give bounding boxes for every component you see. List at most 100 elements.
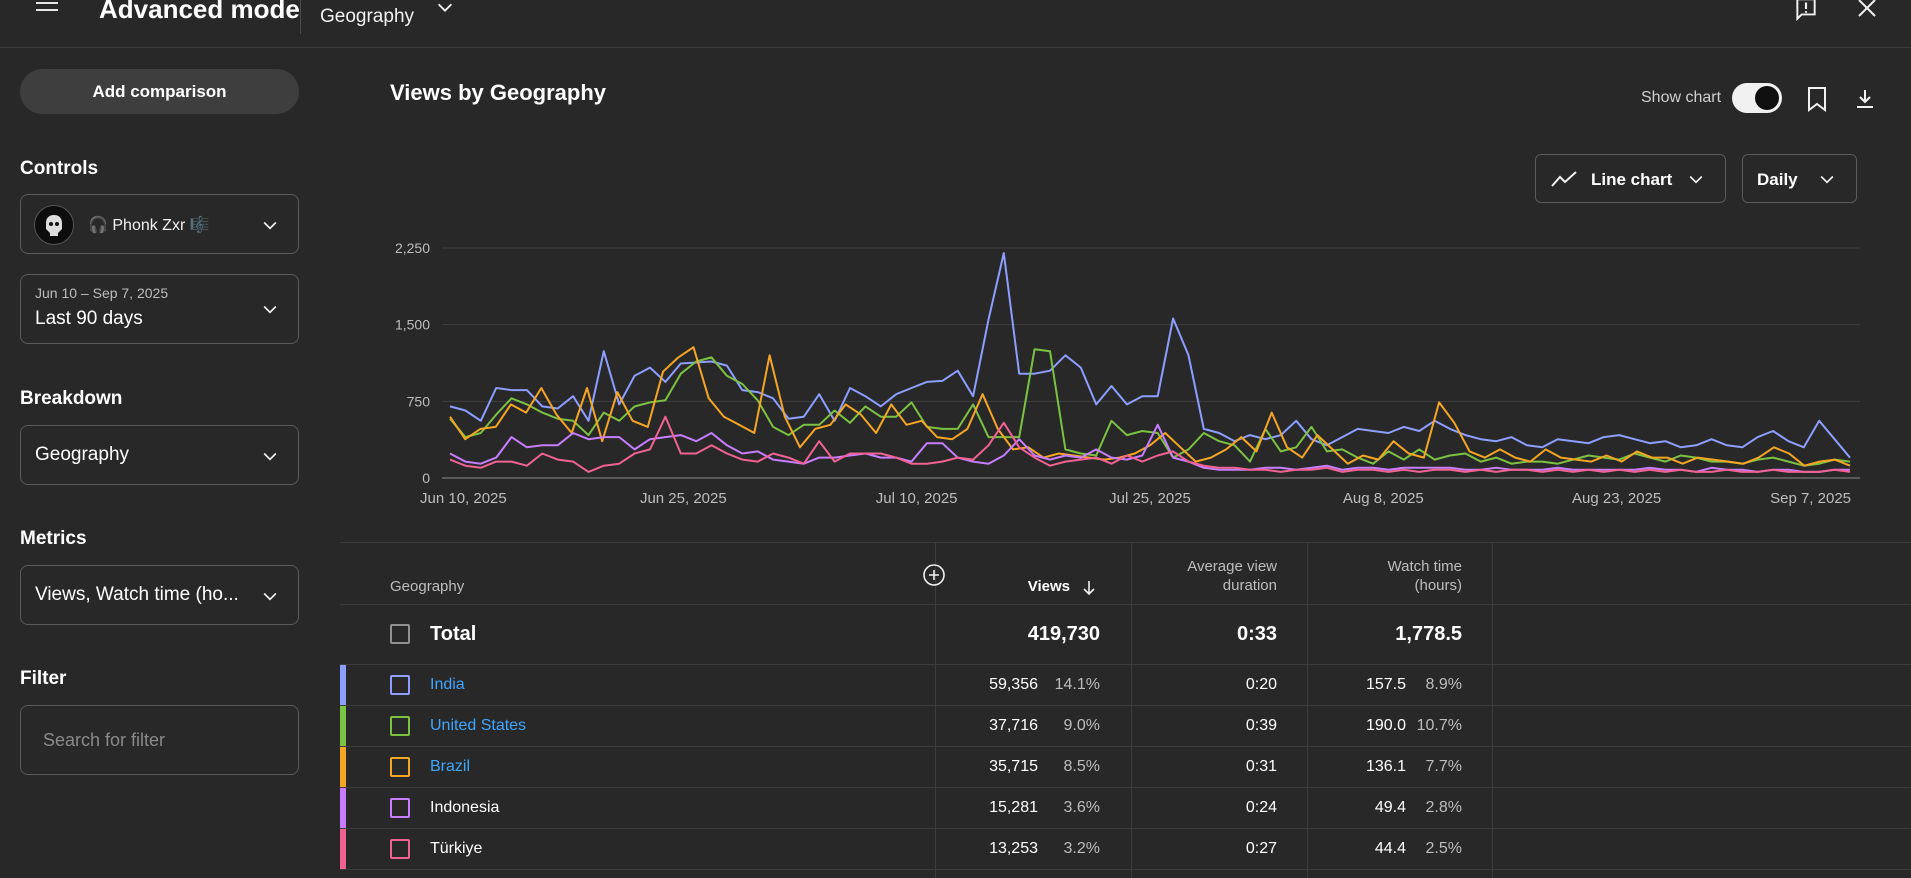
series-color-stripe — [340, 665, 346, 705]
views-value: 59,356 — [989, 676, 1038, 693]
row-divider — [340, 828, 1911, 829]
row-checkbox[interactable] — [390, 839, 410, 859]
add-comparison-button[interactable]: Add comparison — [20, 69, 299, 114]
views-percent: 3.6% — [1063, 799, 1100, 816]
channel-select[interactable]: 🎧 Phonk Zxr 🎼 — [20, 194, 299, 254]
show-chart-toggle[interactable] — [1732, 83, 1782, 113]
sidebar: Add comparison Controls 🎧 Phonk Zxr 🎼 Ju… — [0, 48, 320, 877]
menu-icon[interactable] — [36, 2, 58, 16]
avg-view-duration-value: 0:31 — [1245, 758, 1277, 775]
interval-select[interactable]: Daily — [1742, 154, 1857, 203]
row-checkbox[interactable] — [390, 798, 410, 818]
avg-view-duration-column-header[interactable]: Average view duration — [1140, 557, 1277, 595]
chevron-down-icon — [1689, 175, 1703, 184]
views-value: 15,281 — [989, 799, 1038, 816]
top-bar: Advanced mode Geography — [0, 0, 1911, 48]
breakdown-select[interactable]: Geography — [20, 425, 299, 485]
watch-time-value: 157.5 — [1365, 676, 1406, 693]
geography-name[interactable]: Brazil — [430, 758, 471, 775]
channel-name: 🎧 Phonk Zxr 🎼 — [88, 217, 210, 234]
row-checkbox[interactable] — [390, 757, 410, 777]
x-tick-label: Sep 7, 2025 — [1770, 490, 1851, 507]
y-tick-label: 2,250 — [395, 240, 430, 256]
avg-view-duration-header-line1: Average view — [1187, 558, 1277, 575]
row-checkbox[interactable] — [390, 716, 410, 736]
date-range-text: Jun 10 – Sep 7, 2025 — [35, 285, 169, 301]
breakdown-label: Breakdown — [20, 388, 123, 409]
row-checkbox[interactable] — [390, 675, 410, 695]
controls-label: Controls — [20, 158, 99, 179]
series-line-india[interactable] — [449, 252, 1851, 459]
y-tick-label: 750 — [407, 393, 431, 409]
close-icon[interactable] — [1855, 0, 1879, 20]
chevron-down-icon — [263, 221, 277, 230]
total-checkbox[interactable] — [390, 624, 410, 644]
views-percent: 3.2% — [1063, 840, 1100, 857]
report-select[interactable]: Geography — [320, 6, 415, 27]
total-row: Total 419,730 0:33 1,778.5 — [340, 605, 1911, 664]
geography-column-header: Geography — [390, 578, 465, 595]
filter-placeholder: Search for filter — [43, 730, 166, 750]
table-row[interactable]: United States 37,716 9.0% 0:39 190.0 10.7% — [340, 706, 1911, 746]
x-tick-label: Aug 23, 2025 — [1572, 490, 1661, 507]
row-divider — [340, 869, 1911, 870]
watch-time-header-line1: Watch time — [1387, 558, 1462, 575]
views-percent: 8.5% — [1063, 758, 1100, 775]
table-row[interactable]: Türkiye 13,253 3.2% 0:27 44.4 2.5% — [340, 829, 1911, 869]
metrics-select[interactable]: Views, Watch time (ho... — [20, 565, 299, 625]
feedback-icon[interactable] — [1793, 0, 1819, 22]
avg-view-duration-value: 0:24 — [1245, 799, 1277, 816]
date-preset-text: Last 90 days — [35, 308, 143, 329]
row-divider — [340, 664, 1911, 665]
chevron-down-icon — [1820, 175, 1834, 184]
table-row[interactable]: Indonesia 15,281 3.6% 0:24 49.4 2.8% — [340, 788, 1911, 828]
chevron-down-icon — [263, 452, 277, 461]
column-divider — [935, 543, 936, 878]
avg-view-duration-header-line2: duration — [1222, 577, 1277, 594]
watch-time-value: 44.4 — [1374, 840, 1406, 857]
series-line-brazil[interactable] — [449, 346, 1851, 467]
x-tick-label: Jun 10, 2025 — [420, 490, 507, 507]
chevron-down-icon[interactable] — [434, 0, 456, 18]
series-color-stripe — [340, 706, 346, 746]
column-divider — [1307, 543, 1308, 878]
date-range-select[interactable]: Jun 10 – Sep 7, 2025 Last 90 days — [20, 274, 299, 344]
x-tick-label: Aug 8, 2025 — [1343, 490, 1424, 507]
chevron-down-icon — [263, 305, 277, 314]
download-icon[interactable] — [1854, 88, 1876, 110]
show-chart-label: Show chart — [1641, 89, 1722, 106]
toggle-knob — [1755, 86, 1779, 110]
sort-arrow-down-icon[interactable] — [1082, 580, 1096, 596]
table-row[interactable]: India 59,356 14.1% 0:20 157.5 8.9% — [340, 665, 1911, 705]
views-percent: 14.1% — [1054, 676, 1100, 693]
row-divider — [340, 705, 1911, 706]
avg-view-duration-value: 0:20 — [1245, 676, 1277, 693]
data-table: Geography Views Average view duration Wa… — [340, 542, 1911, 878]
line-chart[interactable]: 2,250 1,500 750 0 Jun 10, 2025 Jun 25, 2025 Ju… — [370, 230, 1870, 520]
series-color-stripe — [340, 788, 346, 828]
views-column-header[interactable]: Views — [1027, 578, 1070, 595]
series-line-united-states[interactable] — [449, 348, 1851, 467]
watch-time-percent: 8.9% — [1425, 676, 1462, 693]
watch-time-percent: 7.7% — [1425, 758, 1462, 775]
y-tick-label: 0 — [422, 470, 430, 486]
filter-input[interactable]: Search for filter — [20, 705, 299, 775]
avg-view-duration-value: 0:27 — [1245, 840, 1277, 857]
geography-name[interactable]: India — [430, 676, 465, 693]
geography-name: Türkiye — [430, 840, 483, 857]
chevron-down-icon — [263, 592, 277, 601]
chart-type-select[interactable]: Line chart — [1535, 154, 1726, 203]
table-row[interactable]: Brazil 35,715 8.5% 0:31 136.1 7.7% — [340, 747, 1911, 787]
watch-time-percent: 2.5% — [1425, 840, 1462, 857]
geography-name[interactable]: United States — [430, 717, 527, 734]
x-tick-label: Jul 25, 2025 — [1109, 490, 1191, 507]
avatar — [34, 205, 74, 245]
row-divider — [340, 746, 1911, 747]
watch-time-value: 49.4 — [1374, 799, 1406, 816]
views-value: 37,716 — [989, 717, 1038, 734]
series-line-türkiye[interactable] — [449, 415, 1851, 473]
watch-time-column-header[interactable]: Watch time (hours) — [1320, 557, 1462, 595]
add-column-icon[interactable] — [922, 563, 946, 587]
bookmark-icon[interactable] — [1806, 86, 1828, 112]
series-color-stripe — [340, 829, 346, 869]
